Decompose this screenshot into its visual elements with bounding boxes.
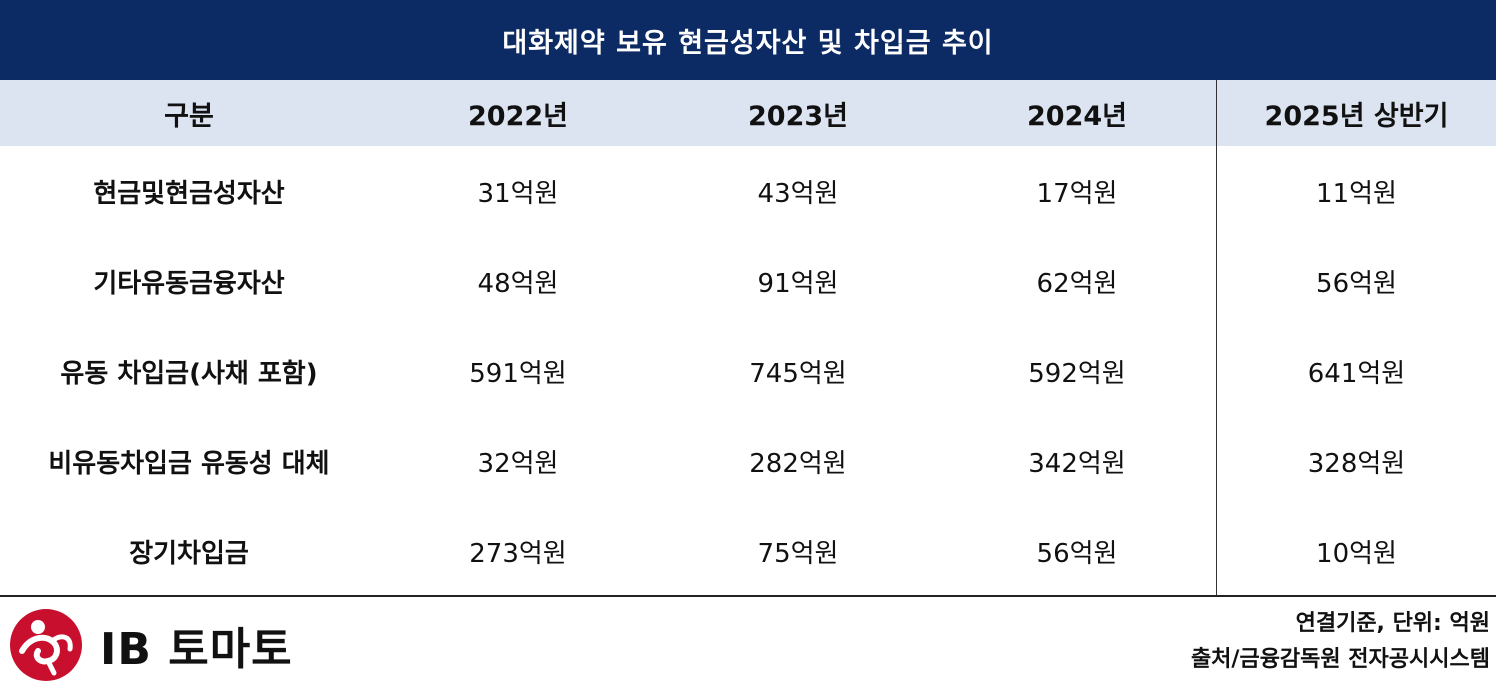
- table-cell: 43억원: [757, 178, 839, 209]
- row-label: 장기차입금: [129, 538, 249, 569]
- footer-notes: 연결기준, 단위: 억원 출처/금융감독원 전자공시시스템: [1191, 606, 1490, 678]
- note-source: 출처/금융감독원 전자공시시스템: [1190, 647, 1490, 672]
- table-body: 현금및현금성자산 31억원 43억원 17억원 11억원 기타유동금융자산 48…: [0, 146, 1496, 596]
- table-row: 유동 차입금(사채 포함) 591억원 745억원 592억원 641억원: [0, 326, 1496, 416]
- table-cell: 56억원: [1216, 236, 1496, 326]
- table-row: 비유동차입금 유동성 대체 32억원 282억원 342억원 328억원: [0, 416, 1496, 506]
- table-bottom-rule: [0, 595, 1496, 597]
- table-cell: 282억원: [749, 448, 847, 479]
- table-cell: 48억원: [477, 268, 559, 299]
- table-cell: 328억원: [1216, 416, 1496, 506]
- table-cell: 10억원: [1216, 506, 1496, 596]
- table-cell: 75억원: [757, 538, 839, 569]
- row-label: 비유동차입금 유동성 대체: [48, 448, 330, 479]
- table-cell: 342억원: [1028, 448, 1126, 479]
- header-2024: 2024년: [1027, 100, 1127, 132]
- logo-text: IB 토마토: [100, 624, 293, 675]
- table-title: 대화제약 보유 현금성자산 및 차입금 추이: [0, 0, 1496, 80]
- table-header-row: 구분 2022년 2023년 2024년 2025년 상반기: [0, 80, 1496, 146]
- table-cell: 91억원: [757, 268, 839, 299]
- table-row: 현금및현금성자산 31억원 43억원 17억원 11억원: [0, 146, 1496, 236]
- table-cell: 56억원: [1036, 538, 1118, 569]
- table-cell: 62억원: [1036, 268, 1118, 299]
- header-2022: 2022년: [468, 100, 568, 132]
- table-cell: 592억원: [1028, 358, 1126, 389]
- table-cell: 32억원: [477, 448, 559, 479]
- note-basis: 연결기준, 단위: 억원: [1295, 611, 1490, 636]
- table-row: 장기차입금 273억원 75억원 56억원 10억원: [0, 506, 1496, 596]
- header-2023: 2023년: [748, 100, 848, 132]
- table-cell: 273억원: [469, 538, 567, 569]
- table-row: 기타유동금융자산 48억원 91억원 62억원 56억원: [0, 236, 1496, 326]
- row-label: 유동 차입금(사채 포함): [60, 358, 318, 389]
- header-2025-h1: 2025년 상반기: [1216, 80, 1496, 146]
- header-category: 구분: [164, 100, 214, 132]
- row-label: 현금및현금성자산: [93, 178, 285, 209]
- ib-tomato-logo: IB 토마토: [8, 605, 293, 685]
- table-cell: 591억원: [469, 358, 567, 389]
- table-cell: 745억원: [749, 358, 847, 389]
- table-cell: 11억원: [1216, 146, 1496, 236]
- table-cell: 641억원: [1216, 326, 1496, 416]
- table-cell: 17억원: [1036, 178, 1118, 209]
- row-label: 기타유동금융자산: [93, 268, 285, 299]
- table-cell: 31억원: [477, 178, 559, 209]
- ib-tomato-logo-icon: [8, 607, 84, 683]
